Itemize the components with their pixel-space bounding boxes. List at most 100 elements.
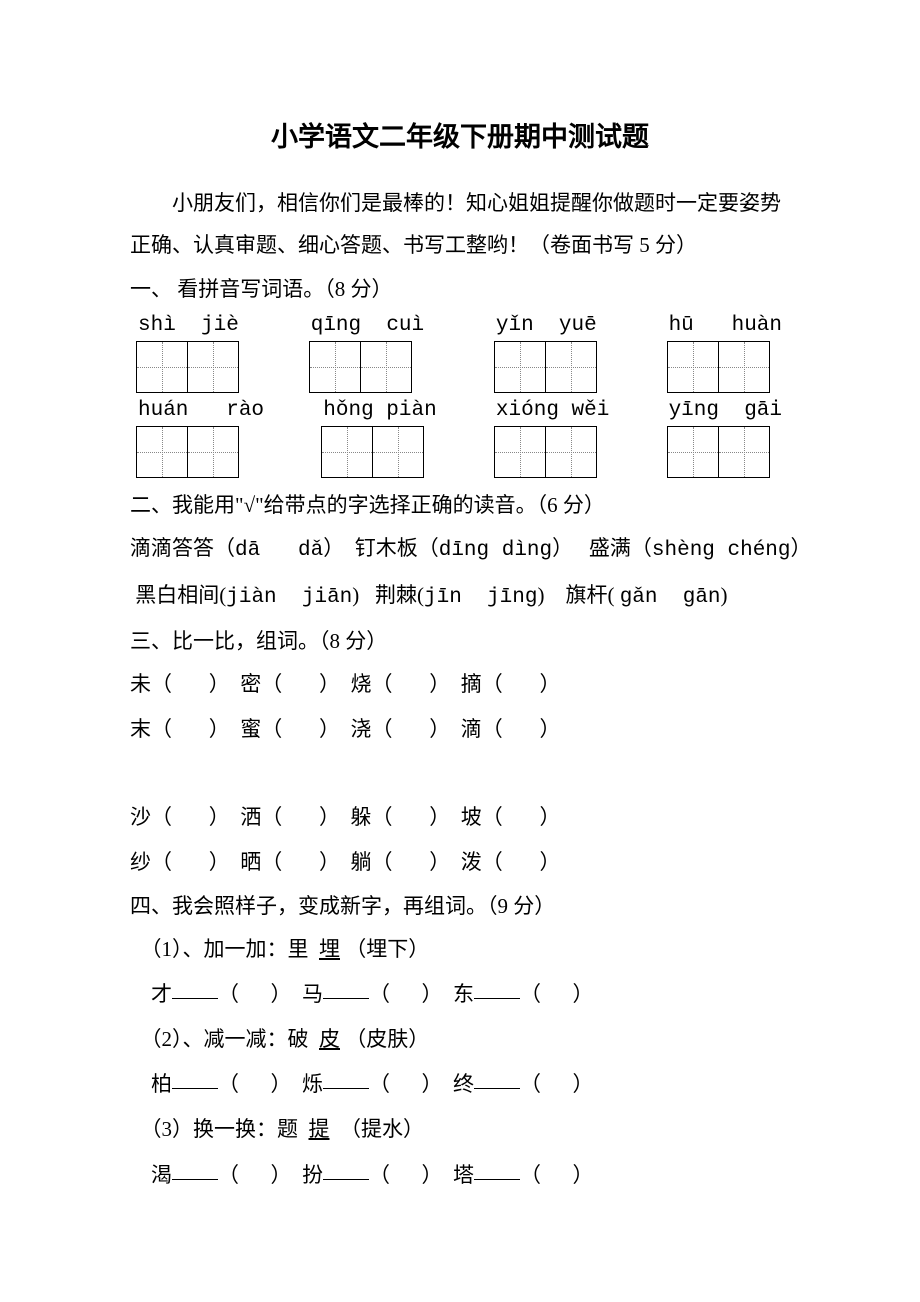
fill-blank[interactable] [474,1066,520,1089]
q3-row: 纱（ ） 晒（ ） 躺（ ） 泼（ ） [130,840,790,885]
pinyin-row-2: huán rào hǒnɡ piàn xiónɡ wěi yīnɡ ɡāi [130,399,790,478]
example-underlined: 埋 [319,937,340,961]
pinyin-label: shì jiè [136,314,239,337]
q3-row: 末（ ） 蜜（ ） 浇（ ） 滴（ ） [130,707,790,752]
char-box[interactable] [545,341,597,393]
char-box[interactable] [494,341,546,393]
char-box[interactable] [372,426,424,478]
txt: 黑白相间( [130,583,226,607]
txt: ） 钉木板（ [323,536,439,560]
fill-blank[interactable] [172,976,218,999]
pinyin: jīn jīnɡ [424,586,537,609]
char-box[interactable] [360,341,412,393]
txt: （埋下） [340,937,429,961]
char-box-pair [309,341,412,393]
txt: 渴 [130,1163,172,1187]
char-box[interactable] [136,426,188,478]
txt: 滴滴答答（ [130,536,235,560]
q2-line-2: 黑白相间(jiàn jiān) 荆棘(jīn jīnɡ) 旗杆( ɡǎn ɡān… [130,573,790,620]
char-box[interactable] [321,426,373,478]
pinyin-block: qīnɡ cuì [309,314,424,393]
char-box[interactable] [667,426,719,478]
pinyin-label: huán rào [136,399,264,422]
txt: ） [791,536,812,560]
pinyin-block: xiónɡ wěi [494,399,609,478]
example-underlined: 皮 [319,1027,340,1051]
example-underlined: 提 [309,1117,330,1141]
txt: ) 旗杆( [537,583,619,607]
q2-heading: 二、我能用"√"给带点的字选择正确的读音。（6 分） [130,484,790,526]
q3-row: 未（ ） 密（ ） 烧（ ） 摘（ ） [130,662,790,707]
txt: （ ） 扮 [218,1163,323,1187]
txt: 柏 [130,1072,172,1096]
txt: ) 荆棘( [352,583,424,607]
char-box[interactable] [667,341,719,393]
q4-example-2: （2）、减一减：破 皮 （皮肤） [130,1017,790,1062]
char-box[interactable] [187,341,239,393]
txt: ) [721,583,728,607]
char-box[interactable] [494,426,546,478]
char-box[interactable] [187,426,239,478]
spacer [130,753,790,795]
q4-blanks-1: 才（ ） 马（ ） 东（ ） [130,972,790,1017]
char-box-pair [494,426,597,478]
fill-blank[interactable] [172,1156,218,1179]
pinyin-block: shì jiè [136,314,239,393]
char-box-pair [136,341,239,393]
pinyin: jiàn jiān [226,586,352,609]
txt: （ ） 烁 [218,1072,323,1096]
pinyin-label: xiónɡ wěi [494,399,609,422]
fill-blank[interactable] [323,1156,369,1179]
pinyin-label: qīnɡ cuì [309,314,424,337]
char-box-pair [136,426,239,478]
pinyin-label: hǒnɡ piàn [321,399,436,422]
char-box[interactable] [545,426,597,478]
char-box[interactable] [309,341,361,393]
pinyin: dīnɡ dìnɡ [439,539,552,562]
char-box[interactable] [718,426,770,478]
q4-example-3: （3）换一换：题 提 （提水） [130,1107,790,1152]
q4-blanks-2: 柏 （ ） 烁 （ ） 终 （ ） [130,1062,790,1107]
q2-line-1: 滴滴答答（dā dǎ） 钉木板（dīnɡ dìnɡ） 盛满（shènɡ chén… [130,526,790,573]
fill-blank[interactable] [323,976,369,999]
txt: 才 [130,982,172,1006]
fill-blank[interactable] [172,1066,218,1089]
txt: （ ） 塔 [369,1163,474,1187]
q4-heading: 四、我会照样子，变成新字，再组词。（9 分） [130,885,790,927]
char-box-pair [321,426,424,478]
pinyin-label: hū huàn [667,314,782,337]
fill-blank[interactable] [323,1066,369,1089]
txt: （ ） [520,1072,594,1096]
q3-row: 沙（ ） 洒（ ） 躲（ ） 坡（ ） [130,795,790,840]
txt: （提水） [330,1117,425,1141]
fill-blank[interactable] [474,976,520,999]
pinyin-label: yīnɡ ɡāi [667,399,782,422]
pinyin-block: yīnɡ ɡāi [667,399,782,478]
txt: （ ） 东 [369,982,474,1006]
q1-heading: 一、 看拼音写词语。（8 分） [130,268,790,310]
txt: （1）、加一加：里 [130,937,319,961]
pinyin-block: huán rào [136,399,264,478]
char-box-pair [494,341,597,393]
page-title: 小学语文二年级下册期中测试题 [130,115,790,154]
txt: （皮肤） [340,1027,429,1051]
pinyin-block: hū huàn [667,314,782,393]
pinyin-block: hǒnɡ piàn [321,399,436,478]
pinyin-row-1: shì jiè qīnɡ cuì yǐn yuē hū huàn [130,314,790,393]
char-box[interactable] [136,341,188,393]
char-box[interactable] [718,341,770,393]
fill-blank[interactable] [474,1156,520,1179]
q3-heading: 三、比一比，组词。（8 分） [130,620,790,662]
pinyin: ɡǎn ɡān [620,586,721,609]
pinyin: dā dǎ [235,539,323,562]
char-box-pair [667,341,770,393]
txt: （ ） 马 [218,982,323,1006]
page: 小学语文二年级下册期中测试题 小朋友们，相信你们是最棒的！知心姐姐提醒你做题时一… [0,0,920,1302]
pinyin-block: yǐn yuē [494,314,597,393]
txt: （2）、减一减：破 [130,1027,319,1051]
txt: （ ） 终 [369,1072,474,1096]
char-box-pair [667,426,770,478]
q4-blanks-3: 渴（ ） 扮（ ） 塔（ ） [130,1153,790,1198]
q4-example-1: （1）、加一加：里 埋 （埋下） [130,927,790,972]
txt: ） 盛满（ [552,536,652,560]
